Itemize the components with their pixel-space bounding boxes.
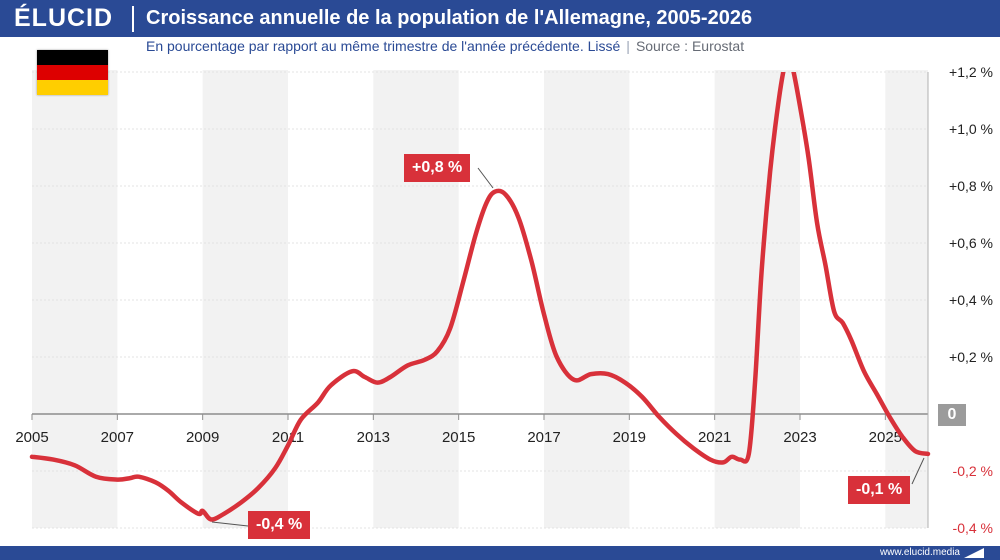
y-tick-label: -0,4 % [953, 520, 993, 536]
subtitle-separator: | [626, 38, 630, 54]
last-value-callout: -0,1 % [848, 476, 911, 504]
footer-logo-mark-icon [964, 548, 984, 558]
x-tick-label: 2017 [527, 429, 560, 446]
series-line [29, 72, 931, 522]
zero-label: 0 [938, 404, 966, 426]
y-tick-label: +0,2 % [949, 349, 993, 365]
y-tick-label: +1,2 % [949, 64, 993, 80]
chart-title: Croissance annuelle de la population de … [146, 7, 753, 29]
x-tick-label: 2019 [613, 429, 646, 446]
x-tick-label: 2025 [869, 429, 902, 446]
chart-subtitle: En pourcentage par rapport au même trime… [146, 38, 744, 54]
y-tick-label: +0,4 % [949, 292, 993, 308]
footer-bar [0, 546, 1000, 560]
x-tick-label: 2021 [698, 429, 731, 446]
x-tick-label: 2009 [186, 429, 219, 446]
flag-stripe-red [37, 65, 108, 80]
flag-stripe-black [37, 50, 108, 65]
x-tick-label: 2023 [783, 429, 816, 446]
y-tick-label: -0,2 % [953, 463, 993, 479]
trough-callout: -0,4 % [248, 511, 311, 539]
year-band [714, 70, 800, 528]
y-tick-label: +0,6 % [949, 235, 993, 251]
year-band [373, 70, 459, 528]
header-bar [0, 0, 1000, 37]
peak-callout: +0,8 % [404, 154, 471, 182]
year-band [202, 70, 288, 528]
x-tick-label: 2013 [357, 429, 390, 446]
y-tick-label: +1,0 % [949, 121, 993, 137]
subtitle-text: En pourcentage par rapport au même trime… [146, 38, 621, 54]
last-leader-line [911, 457, 925, 485]
footer-url[interactable]: www.elucid.media [879, 547, 960, 558]
year-band [885, 70, 928, 528]
germany-flag-icon [37, 50, 108, 95]
year-band [32, 70, 118, 528]
trough-leader-line [211, 521, 249, 527]
x-tick-label: 2007 [101, 429, 134, 446]
elucid-logo: ÉLUCID [14, 4, 114, 32]
y-tick-label: +0,8 % [949, 178, 993, 194]
flag-stripe-gold [37, 80, 108, 95]
header-divider [132, 6, 134, 32]
year-band [544, 70, 630, 528]
x-tick-label: 2005 [15, 429, 48, 446]
x-tick-label: 2015 [442, 429, 475, 446]
peak-leader-line [477, 167, 494, 189]
source-text: Source : Eurostat [635, 38, 745, 54]
